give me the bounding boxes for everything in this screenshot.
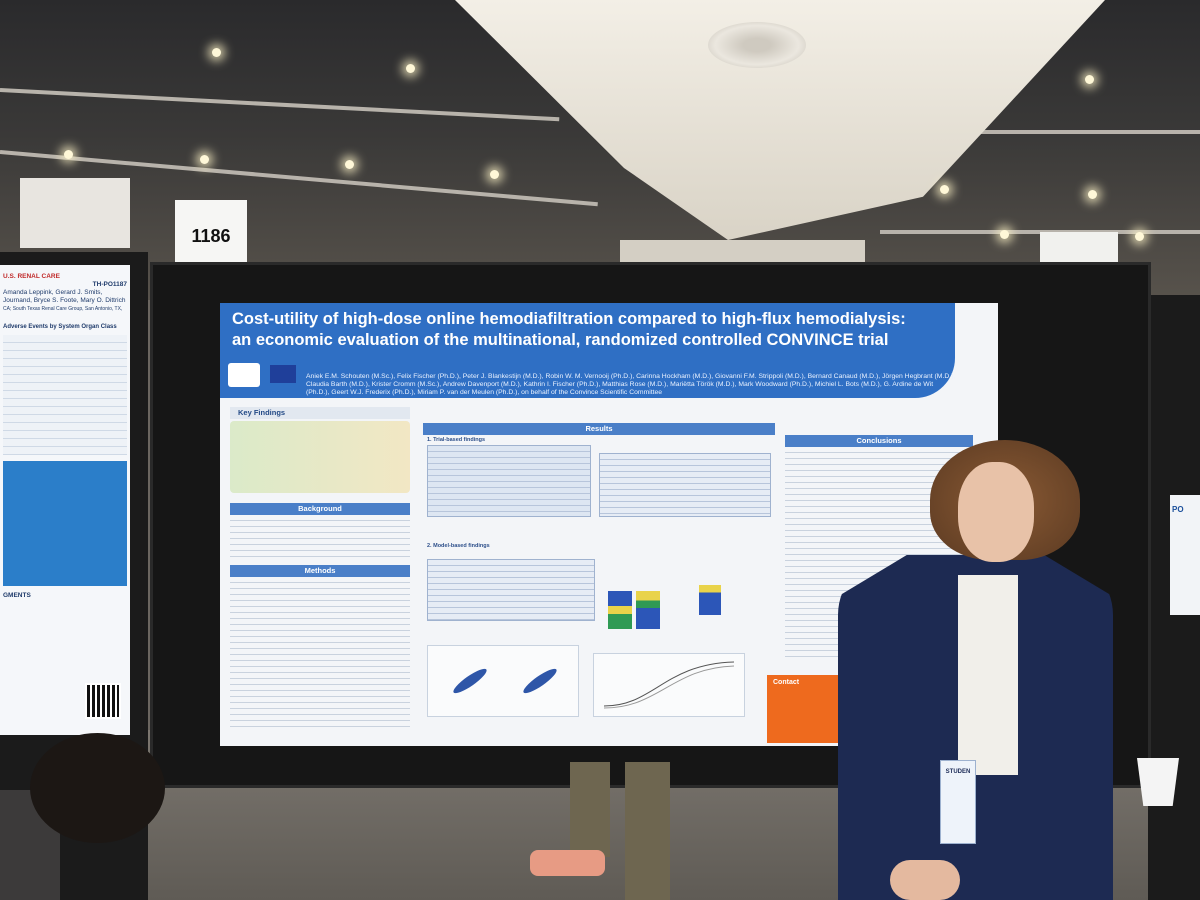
background-heading: Background [230, 503, 410, 515]
left-poster-acknowledgments: GMENTS [3, 592, 31, 599]
visitor-head [30, 733, 165, 843]
stacked-bar [636, 591, 660, 629]
presenter-top [958, 575, 1018, 775]
methods-heading: Methods [230, 565, 410, 577]
poster-title: Cost-utility of high-dose online hemodia… [232, 309, 952, 351]
stacked-bar [699, 585, 721, 615]
poster-header: Cost-utility of high-dose online hemodia… [220, 303, 955, 398]
ceiling-light [345, 160, 354, 169]
results-table [427, 445, 591, 517]
left-poster-id: TH-PO1187 [92, 281, 127, 288]
acceptability-curve-svg [603, 661, 735, 709]
stacked-bar [608, 591, 632, 629]
ceiling-light [1000, 230, 1009, 239]
university-logo [228, 363, 260, 387]
paper-cup [1137, 758, 1179, 806]
results-heading: Results [423, 423, 775, 435]
background-text [230, 515, 410, 559]
left-poster-section-heading: Adverse Events by System Organ Class [3, 324, 117, 330]
left-poster-affiliation: CA; South Texas Renal Care Group, San An… [3, 306, 123, 312]
ceiling-light [1085, 75, 1094, 84]
left-poster-table [3, 335, 127, 455]
key-findings-heading: Key Findings [230, 407, 410, 419]
passerby-legs [530, 762, 690, 900]
trial-based-subheading: 1. Trial-based findings [427, 437, 486, 443]
scatter-plot [427, 645, 579, 717]
conclusions-heading: Conclusions [785, 435, 973, 447]
left-poster-brand: U.S. RENAL CARE [3, 273, 60, 280]
presenter-hands [890, 860, 960, 900]
ceiling-light [940, 185, 949, 194]
board-number-sign: 1186 [175, 200, 247, 272]
model-based-subheading: 2. Model-based findings [427, 543, 490, 549]
ceiling-light [64, 150, 73, 159]
poster-title-line: Cost-utility of high-dose online hemodia… [232, 310, 906, 328]
eu-flag-icon [270, 365, 296, 383]
presenter-face [958, 462, 1034, 562]
ceiling-light [200, 155, 209, 164]
right-poster: PO [1170, 495, 1200, 615]
ceiling-vent [708, 22, 806, 68]
badge-label: STUDEN [945, 769, 971, 775]
ceiling-light [1088, 190, 1097, 199]
results-table [599, 453, 771, 517]
left-poster-blue-panel [3, 461, 127, 586]
results-table [427, 559, 595, 621]
ceiling-light [1135, 232, 1144, 241]
contact-heading: Contact [773, 679, 800, 686]
ceiling-truss [880, 130, 1200, 134]
distant-sign [20, 178, 130, 248]
name-badge: STUDEN [940, 760, 976, 844]
poster-authors: Aniek E.M. Schouten (M.Sc.), Felix Fisch… [306, 373, 956, 396]
ceiling-light [212, 48, 221, 57]
acceptability-curve [593, 653, 745, 717]
left-poster: U.S. RENAL CARE TH-PO1187 Amanda Leppink… [0, 265, 130, 735]
methods-text [230, 577, 410, 731]
right-poster-label: PO [1172, 505, 1184, 514]
key-findings-panel [230, 421, 410, 493]
qr-code [85, 683, 121, 719]
poster-title-line: an economic evaluation of the multinatio… [232, 331, 889, 349]
left-poster-authors: Journand, Bryce S. Foote, Mary O. Dittri… [3, 297, 126, 304]
ceiling-light [490, 170, 499, 179]
left-poster-authors: Amanda Leppink, Gerard J. Smits, [3, 289, 103, 296]
ceiling-light [406, 64, 415, 73]
